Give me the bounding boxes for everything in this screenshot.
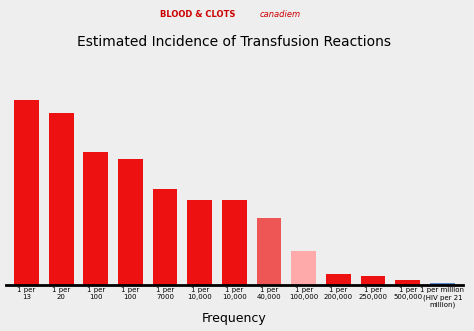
Bar: [291, 251, 316, 285]
Bar: [187, 200, 212, 285]
Bar: [14, 100, 39, 285]
Text: BLOOD & CLOTS: BLOOD & CLOTS: [160, 10, 236, 19]
Bar: [153, 189, 177, 285]
Bar: [361, 276, 385, 285]
Text: canadiem: canadiem: [260, 10, 301, 19]
Bar: [48, 113, 73, 285]
Bar: [83, 152, 108, 285]
Bar: [430, 283, 455, 285]
Bar: [118, 159, 143, 285]
X-axis label: Frequency: Frequency: [202, 312, 267, 325]
Bar: [256, 218, 282, 285]
Title: Estimated Incidence of Transfusion Reactions: Estimated Incidence of Transfusion React…: [77, 35, 392, 49]
Bar: [395, 280, 420, 285]
Bar: [222, 200, 247, 285]
Bar: [326, 274, 351, 285]
